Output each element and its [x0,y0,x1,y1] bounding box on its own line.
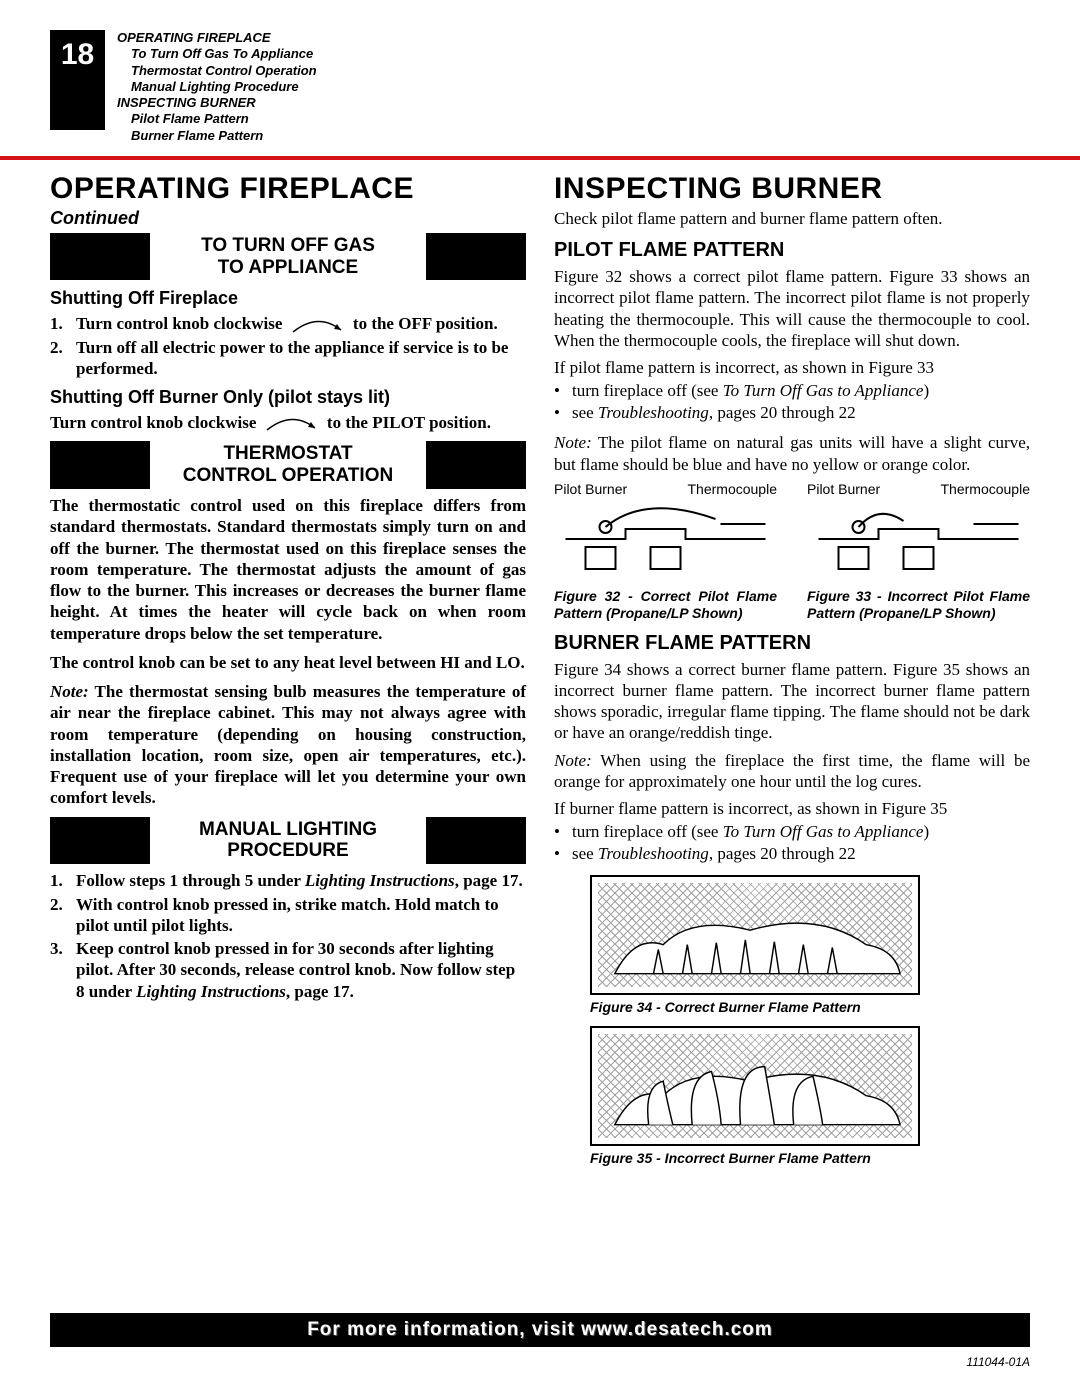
figure-caption: Figure 34 - Correct Burner Flame Pattern [590,999,920,1016]
header-sub: Thermostat Control Operation [117,63,317,79]
thermostat-para-1: The thermostatic control used on this fi… [50,495,526,644]
burner-note: Note: When using the fireplace the first… [554,750,1030,793]
burner-para-2: If burner flame pattern is incorrect, as… [554,798,1030,819]
page-number: 18 [50,30,105,130]
right-column: Inspecting Burner Check pilot flame patt… [554,172,1030,1171]
pilot-burner-diagram-icon [554,499,777,579]
manual-lighting-steps: Follow steps 1 through 5 under Lighting … [50,870,526,1002]
continued-label: Continued [50,208,526,229]
pilot-note: Note: The pilot flame on natural gas uni… [554,432,1030,475]
list-item: see Troubleshooting, pages 20 through 22 [554,402,1030,424]
subhead-shutting-off-fireplace: Shutting Off Fireplace [50,288,526,309]
page-header-contents: OPERATING FIREPLACE To Turn Off Gas To A… [105,30,317,144]
thermostat-para-2: The control knob can be set to any heat … [50,652,526,673]
footer-info-bar: For more information, visit www.desatech… [50,1313,1030,1347]
shutoff-burner-text: Turn control knob clockwise to the PILOT… [50,412,526,433]
header-sub: To Turn Off Gas To Appliance [117,46,317,62]
burner-flame-incorrect-icon [592,1028,918,1144]
pilot-bullets: turn fireplace off (see To Turn Off Gas … [554,380,1030,424]
list-item: Keep control knob pressed in for 30 seco… [50,938,526,1002]
list-item: With control knob pressed in, strike mat… [50,894,526,937]
figure-32: Pilot Burner Thermocouple Figure 32 - Co… [554,481,777,622]
list-item: turn fireplace off (see To Turn Off Gas … [554,821,1030,843]
figure-caption: Figure 33 - Incorrect Pilot Flame Patter… [807,588,1030,622]
burner-bullets: turn fireplace off (see To Turn Off Gas … [554,821,1030,865]
figure-33: Pilot Burner Thermocouple Figure 33 - In… [807,481,1030,622]
heading-text: TO APPLIANCE [218,257,358,278]
document-id: 111044-01A [966,1355,1030,1369]
pilot-para-1: Figure 32 shows a correct pilot flame pa… [554,266,1030,351]
header-line-inspecting: INSPECTING BURNER [117,95,317,111]
thermostat-note: Note: The thermostat sensing bulb measur… [50,681,526,809]
heading-turn-off-gas: TO TURN OFF GAS TO APPLIANCE [50,233,526,281]
shutoff-fireplace-steps: Turn control knob clockwise to the OFF p… [50,313,526,379]
left-column: Operating Fireplace Continued TO TURN OF… [50,172,526,1171]
figure-34: Figure 34 - Correct Burner Flame Pattern [590,875,920,1016]
heading-text: PROCEDURE [227,840,348,861]
heading-text: TO TURN OFF GAS [201,235,375,256]
heading-burner-flame: BURNER FLAME PATTERN [554,632,1030,655]
heading-thermostat: THERMOSTAT CONTROL OPERATION [50,441,526,489]
figure-label: Thermocouple [941,481,1031,497]
red-divider [0,156,1080,160]
clockwise-arrow-icon [291,318,345,334]
burner-flame-correct-icon [592,877,918,993]
heading-pilot-flame: PILOT FLAME PATTERN [554,239,1030,262]
pilot-figures: Pilot Burner Thermocouple Figure 32 - Co… [554,481,1030,622]
list-item: see Troubleshooting, pages 20 through 22 [554,843,1030,865]
header-line-operating: OPERATING FIREPLACE [117,30,317,46]
clockwise-arrow-icon [265,416,319,432]
figure-label: Pilot Burner [807,481,880,497]
figure-label: Pilot Burner [554,481,627,497]
list-item: Turn control knob clockwise to the OFF p… [50,313,526,334]
page-header: 18 OPERATING FIREPLACE To Turn Off Gas T… [50,30,1030,144]
section-title-inspecting: Inspecting Burner [554,172,1030,206]
header-sub: Manual Lighting Procedure [117,79,317,95]
pilot-burner-diagram-icon [807,499,1030,579]
header-sub: Pilot Flame Pattern [117,111,317,127]
heading-text: MANUAL LIGHTING [199,819,377,840]
list-item: Turn off all electric power to the appli… [50,337,526,380]
figure-label: Thermocouple [688,481,778,497]
heading-text: CONTROL OPERATION [183,465,393,486]
burner-para-1: Figure 34 shows a correct burner flame p… [554,659,1030,744]
subhead-shutting-off-burner: Shutting Off Burner Only (pilot stays li… [50,387,526,408]
section-title-operating: Operating Fireplace [50,172,526,206]
list-item: turn fireplace off (see To Turn Off Gas … [554,380,1030,402]
inspecting-intro: Check pilot flame pattern and burner fla… [554,208,1030,229]
header-sub: Burner Flame Pattern [117,128,317,144]
figure-35: Figure 35 - Incorrect Burner Flame Patte… [590,1026,920,1167]
figure-caption: Figure 32 - Correct Pilot Flame Pattern … [554,588,777,622]
figure-caption: Figure 35 - Incorrect Burner Flame Patte… [590,1150,920,1167]
heading-manual-lighting: MANUAL LIGHTING PROCEDURE [50,817,526,865]
heading-text: THERMOSTAT [223,443,352,464]
list-item: Follow steps 1 through 5 under Lighting … [50,870,526,891]
pilot-para-2: If pilot flame pattern is incorrect, as … [554,357,1030,378]
